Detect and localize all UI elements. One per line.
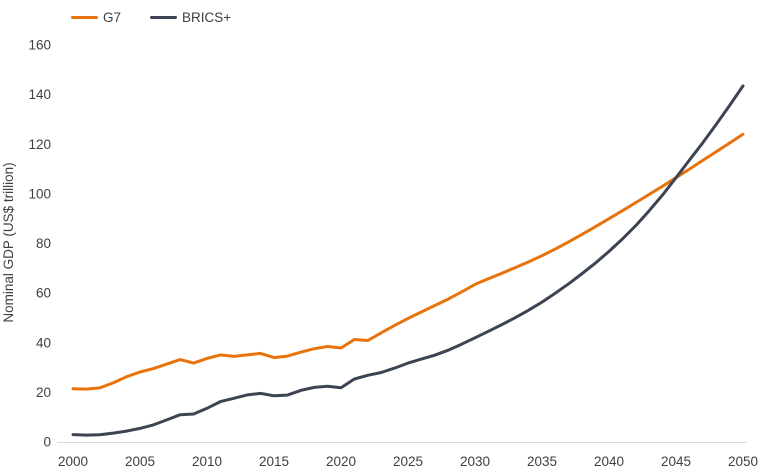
g7-series-line [71,132,745,391]
x-tick-label: 2035 [527,454,557,469]
y-tick-label: 40 [36,335,51,350]
brics-line-swatch-icon [150,16,178,19]
y-tick-label: 120 [28,137,51,152]
x-tick-label: 2045 [661,454,691,469]
x-tick-label: 2040 [594,454,624,469]
y-axis-title: Nominal GDP (US$ trillion) [1,162,16,323]
x-tick-label: 2050 [728,454,758,469]
y-tick-label: 160 [28,38,51,53]
g7-line-swatch-icon [71,16,98,19]
x-tick-label: 2030 [460,454,490,469]
x-tick-label: 2020 [326,454,356,469]
y-tick-label: 0 [43,435,51,450]
x-tick-label: 2015 [259,454,289,469]
legend: G7 BRICS+ [71,10,260,25]
legend-label-g7: G7 [103,10,122,25]
legend-item-brics: BRICS+ [150,10,231,25]
y-tick-label: 60 [36,286,51,301]
legend-label-brics: BRICS+ [182,10,232,25]
brics-series-line [71,84,745,437]
x-tick-label: 2000 [58,454,88,469]
y-tick-label: 80 [36,236,51,251]
x-tick-label: 2005 [125,454,155,469]
y-tick-label: 100 [28,186,51,201]
y-tick-label: 20 [36,385,51,400]
y-tick-label: 140 [28,87,51,102]
x-tick-label: 2025 [393,454,423,469]
x-tick-label: 2010 [192,454,222,469]
legend-item-g7: G7 [71,10,121,25]
